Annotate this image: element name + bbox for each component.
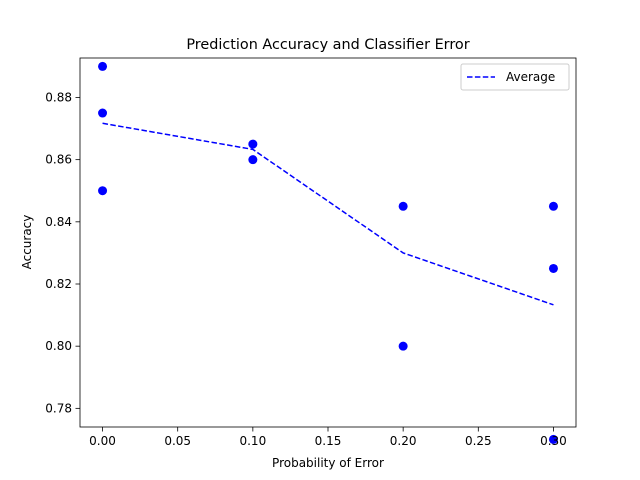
y-axis: 0.78 0.80 0.82 0.84 0.86 0.88 [45, 90, 80, 415]
y-axis-label: Accuracy [20, 215, 34, 270]
y-tick-label: 0.88 [45, 90, 72, 104]
x-axis: 0.00 0.05 0.10 0.15 0.20 0.25 0.30 [89, 427, 567, 448]
data-point [98, 186, 108, 196]
plot-area [98, 61, 558, 444]
y-tick-label: 0.86 [45, 153, 72, 167]
data-point [248, 155, 258, 165]
legend-box [460, 63, 570, 91]
x-tick-label: 0.25 [465, 434, 492, 448]
legend-label: Average [506, 70, 555, 84]
average-line [102, 122, 554, 306]
data-point [398, 341, 408, 351]
x-axis-label: Probability of Error [272, 456, 384, 470]
data-point [248, 139, 258, 149]
y-tick-label: 0.78 [45, 401, 72, 415]
data-point [548, 263, 558, 273]
y-tick-label: 0.82 [45, 277, 72, 291]
y-tick-label: 0.80 [45, 339, 72, 353]
x-tick-label: 0.15 [315, 434, 342, 448]
data-point [98, 108, 108, 118]
data-point [548, 201, 558, 211]
x-tick-label: 0.05 [164, 434, 191, 448]
data-point [98, 61, 108, 71]
x-tick-label: 0.00 [89, 434, 116, 448]
chart-title: Prediction Accuracy and Classifier Error [186, 37, 469, 53]
x-tick-label: 0.30 [540, 434, 567, 448]
x-tick-label: 0.10 [239, 434, 266, 448]
data-point [548, 434, 558, 444]
data-point [398, 201, 408, 211]
x-tick-label: 0.20 [390, 434, 417, 448]
y-tick-label: 0.84 [45, 215, 72, 229]
legend: Average [460, 63, 570, 91]
